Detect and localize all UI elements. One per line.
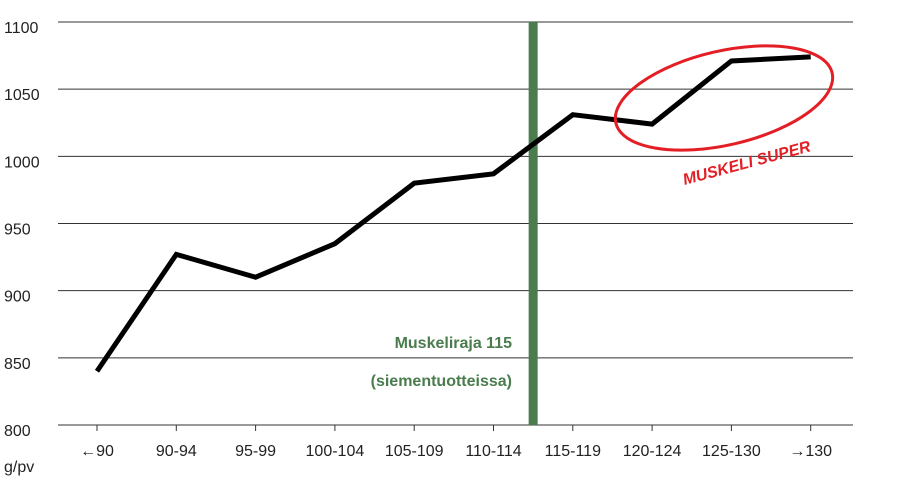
- y-axis-label: g/pv: [4, 459, 34, 476]
- y-tick-label: 800: [4, 423, 31, 440]
- x-tick-label: 120-124: [623, 443, 682, 460]
- threshold-label: Muskeliraja 115: [395, 335, 513, 352]
- x-tick-label: 95-99: [235, 443, 276, 460]
- highlight-label: MUSKELI SUPER: [681, 138, 813, 189]
- y-tick-label: 1100: [4, 20, 39, 37]
- y-tick-label: 1000: [4, 154, 40, 171]
- y-tick-label: 950: [4, 222, 31, 239]
- x-tick-label: 100-104: [306, 443, 365, 460]
- x-tick-label: ←90: [80, 443, 114, 460]
- y-tick-label: 900: [4, 289, 31, 306]
- threshold-sublabel: (siementuotteissa): [371, 373, 512, 390]
- data-line: [94, 54, 811, 373]
- x-tick-label: →130: [789, 443, 832, 460]
- x-tick-label: 110-114: [465, 443, 521, 460]
- x-tick-label: 105-109: [385, 443, 444, 460]
- y-tick-label: 1050: [4, 87, 40, 104]
- highlight-ellipse: [613, 44, 835, 152]
- x-tick-label: 125-130: [702, 443, 761, 460]
- y-tick-label: 850: [4, 356, 31, 373]
- x-tick-label: 115-119: [545, 443, 601, 460]
- x-tick-label: 90-94: [156, 443, 197, 460]
